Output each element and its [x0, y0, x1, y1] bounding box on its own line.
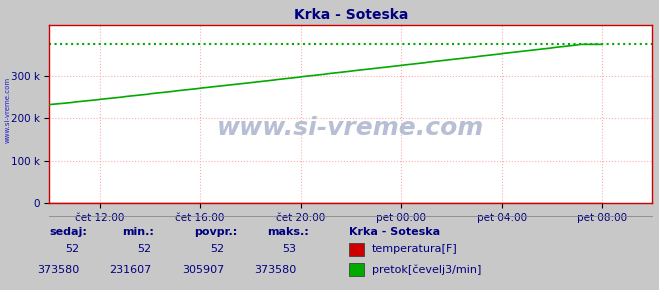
Text: sedaj:: sedaj: [49, 227, 87, 237]
Text: 373580: 373580 [37, 265, 79, 275]
Text: maks.:: maks.: [267, 227, 308, 237]
Text: 52: 52 [65, 244, 79, 254]
Text: pretok[čevelj3/min]: pretok[čevelj3/min] [372, 264, 481, 275]
Text: 52: 52 [210, 244, 224, 254]
Text: 52: 52 [138, 244, 152, 254]
Text: 231607: 231607 [109, 265, 152, 275]
Text: temperatura[F]: temperatura[F] [372, 244, 457, 254]
Text: 53: 53 [283, 244, 297, 254]
Text: www.si-vreme.com: www.si-vreme.com [5, 77, 11, 143]
Text: www.si-vreme.com: www.si-vreme.com [217, 116, 484, 140]
Text: 305907: 305907 [182, 265, 224, 275]
Text: Krka - Soteska: Krka - Soteska [349, 227, 440, 237]
Text: povpr.:: povpr.: [194, 227, 238, 237]
Title: Krka - Soteska: Krka - Soteska [294, 8, 408, 22]
Text: 373580: 373580 [254, 265, 297, 275]
Text: min.:: min.: [122, 227, 154, 237]
